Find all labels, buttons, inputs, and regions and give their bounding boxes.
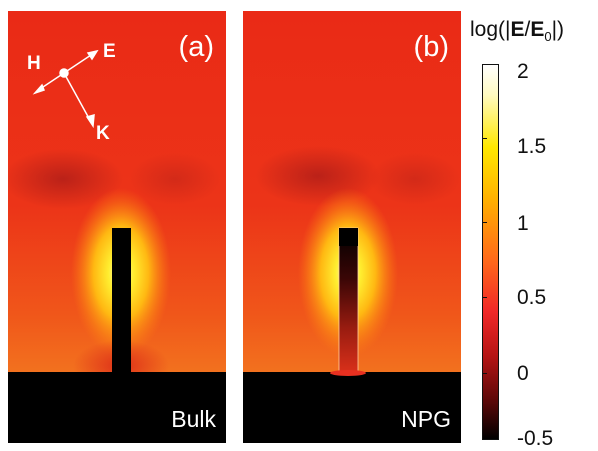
colorbar xyxy=(482,64,499,440)
h-label: H xyxy=(27,53,41,74)
field-map-b xyxy=(243,11,461,443)
field-minimum-region-right xyxy=(370,153,460,205)
substrate xyxy=(8,372,226,443)
colorbar-tick-mark xyxy=(482,138,487,139)
field-minimum-region xyxy=(8,149,123,209)
substrate xyxy=(243,372,461,443)
field-minimum-region-right xyxy=(130,153,220,205)
e-label: E xyxy=(103,41,116,62)
nanorod-tip xyxy=(339,228,358,246)
colorbar-title: log(|E/E0|) xyxy=(470,18,564,49)
k-label: K xyxy=(96,123,110,144)
colorbar-title-suffix: |) xyxy=(551,18,565,41)
colorbar-tick-mark xyxy=(482,222,487,223)
material-label-a: Bulk xyxy=(171,406,216,432)
colorbar-tick-label: 2 xyxy=(517,60,529,83)
material-label-b: NPG xyxy=(401,406,451,432)
colorbar-tick-label: 1.5 xyxy=(517,135,547,158)
colorbar-tick-label: 1 xyxy=(517,212,529,235)
e-arrow xyxy=(63,52,95,74)
nanorod xyxy=(112,228,131,372)
colorbar-tick-label: 0 xyxy=(517,362,529,385)
field-map-a xyxy=(8,11,226,443)
colorbar-title-e0: E xyxy=(530,18,545,41)
junction-hotspot xyxy=(330,370,366,376)
h-arrowhead xyxy=(32,83,45,95)
e-arrowhead xyxy=(86,49,99,61)
panel-b-npg-field-map: (b) NPG xyxy=(243,11,461,443)
colorbar-title-slash: / xyxy=(524,18,531,41)
panel-label-a: (a) xyxy=(178,31,214,63)
colorbar-title-subscript: 0 xyxy=(544,29,552,45)
colorbar-tick-mark xyxy=(482,373,487,374)
origin-dot xyxy=(59,68,69,78)
colorbar-title-prefix: log(| xyxy=(470,18,511,41)
k-arrowhead xyxy=(85,113,95,129)
colorbar-tick-mark xyxy=(482,297,487,298)
panel-a-bulk-field-map: H E K (a) Bulk xyxy=(8,11,226,443)
panel-label-b: (b) xyxy=(413,31,449,63)
field-direction-arrows xyxy=(32,49,99,129)
colorbar-title-e: E xyxy=(510,18,525,41)
colorbar-tick-label: 0.5 xyxy=(517,286,547,309)
nanorod xyxy=(338,227,359,373)
k-arrow xyxy=(63,72,92,123)
colorbar-tick-label: -0.5 xyxy=(517,427,554,450)
